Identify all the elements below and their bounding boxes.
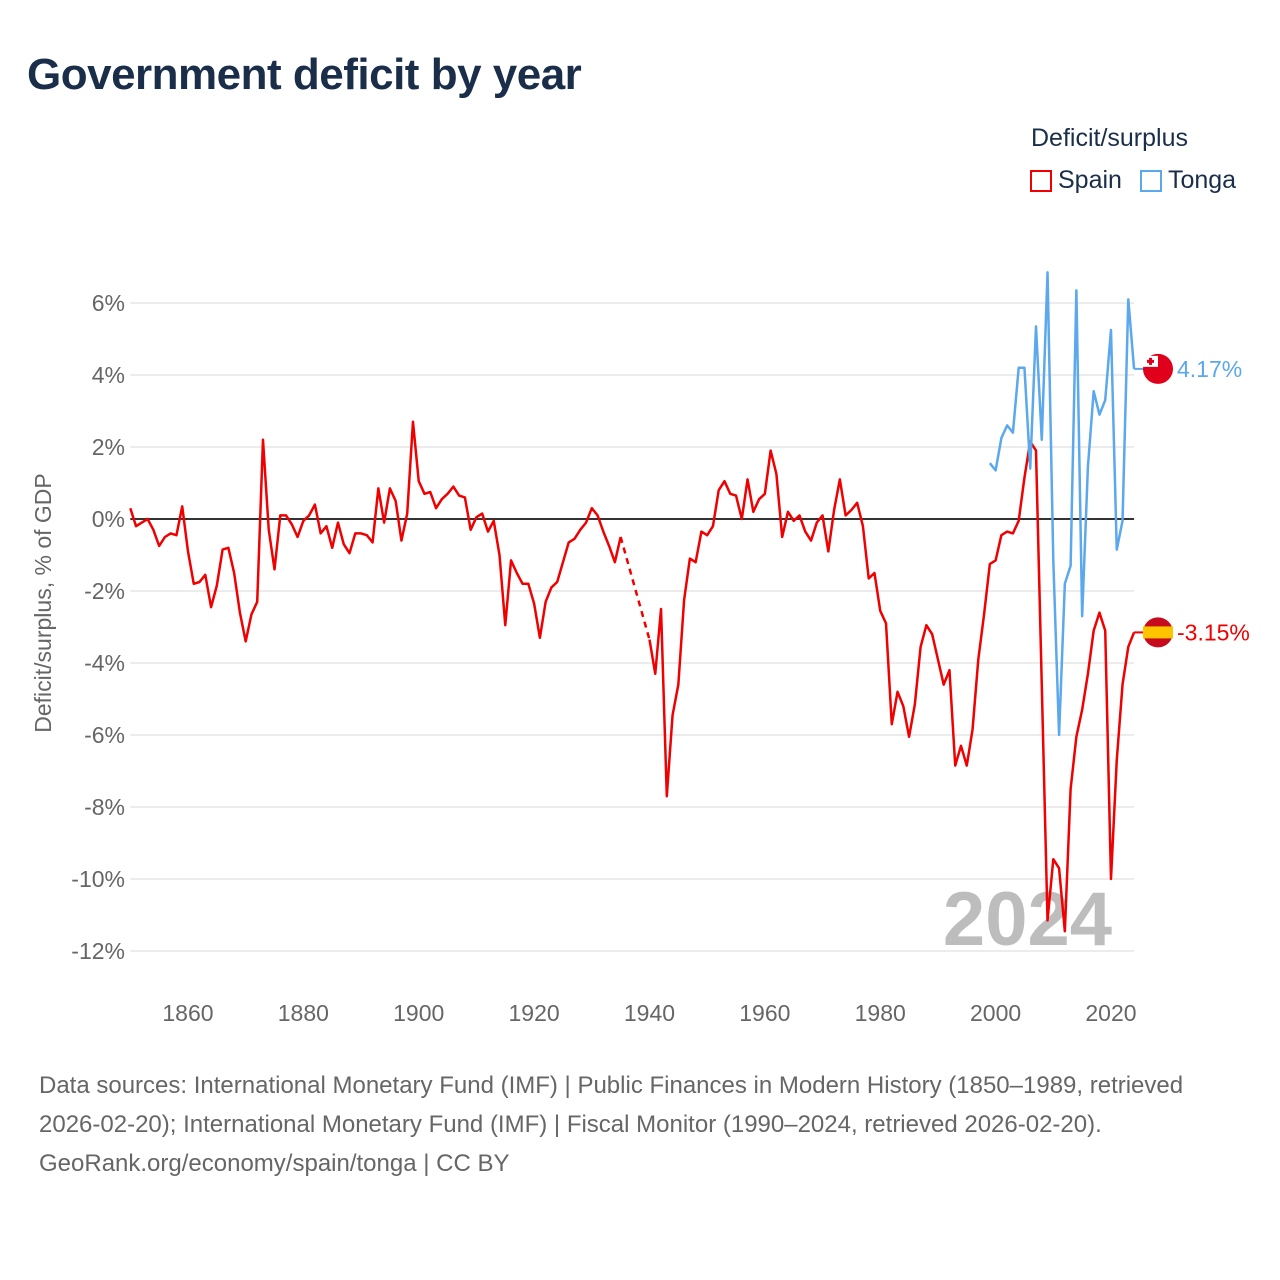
legend-swatch-tonga	[1139, 169, 1162, 192]
spain-flag-stripe	[1143, 626, 1173, 639]
y-tick-label: 6%	[92, 290, 125, 316]
series-gap-spain	[619, 536, 651, 640]
series-line-tonga	[988, 271, 1136, 737]
y-tick-label: -2%	[84, 578, 125, 604]
legend-title: Deficit/surplus	[1031, 124, 1188, 152]
end-label-spain: -3.15%	[1177, 619, 1250, 645]
legend-label-spain: Spain	[1058, 166, 1122, 194]
y-tick-label: 4%	[92, 362, 125, 388]
legend: Spain Tonga	[1030, 166, 1236, 195]
series-line-spain	[129, 420, 622, 643]
x-tick-label: 1960	[739, 1000, 790, 1026]
year-watermark: 2024	[943, 877, 1112, 962]
x-tick-label: 1900	[393, 1000, 444, 1026]
series-line-spain	[648, 440, 1136, 933]
source-note: Data sources: International Monetary Fun…	[39, 1066, 1239, 1183]
y-tick-label: -8%	[84, 794, 125, 820]
y-tick-label: -12%	[71, 938, 125, 964]
x-tick-label: 1880	[278, 1000, 329, 1026]
end-label-tonga: 4.17%	[1177, 356, 1242, 382]
y-tick-label: -10%	[71, 866, 125, 892]
y-tick-label: 2%	[92, 434, 125, 460]
y-axis-label: Deficit/surplus, % of GDP	[30, 473, 56, 732]
attribution-link[interactable]: GeoRank.org/economy/spain/tonga | CC BY	[39, 1150, 510, 1177]
x-tick-label: 2000	[970, 1000, 1021, 1026]
y-tick-label: 0%	[92, 506, 125, 532]
x-tick-label: 1860	[162, 1000, 213, 1026]
legend-item-spain[interactable]: Spain	[1030, 166, 1122, 195]
x-tick-label: 2020	[1085, 1000, 1136, 1026]
legend-label-tonga: Tonga	[1167, 166, 1237, 194]
legend-swatch-spain	[1030, 169, 1052, 192]
legend-item-tonga[interactable]: Tonga	[1139, 166, 1237, 195]
x-tick-label: 1940	[624, 1000, 675, 1026]
y-tick-label: -6%	[84, 722, 125, 748]
y-tick-label: -4%	[84, 650, 125, 676]
data-sources: Data sources: International Monetary Fun…	[39, 1072, 1184, 1138]
x-tick-label: 1980	[855, 1000, 906, 1026]
x-tick-label: 1920	[509, 1000, 560, 1026]
tonga-flag-cross-h	[1147, 359, 1154, 363]
chart-title: Government deficit by year	[27, 50, 582, 99]
